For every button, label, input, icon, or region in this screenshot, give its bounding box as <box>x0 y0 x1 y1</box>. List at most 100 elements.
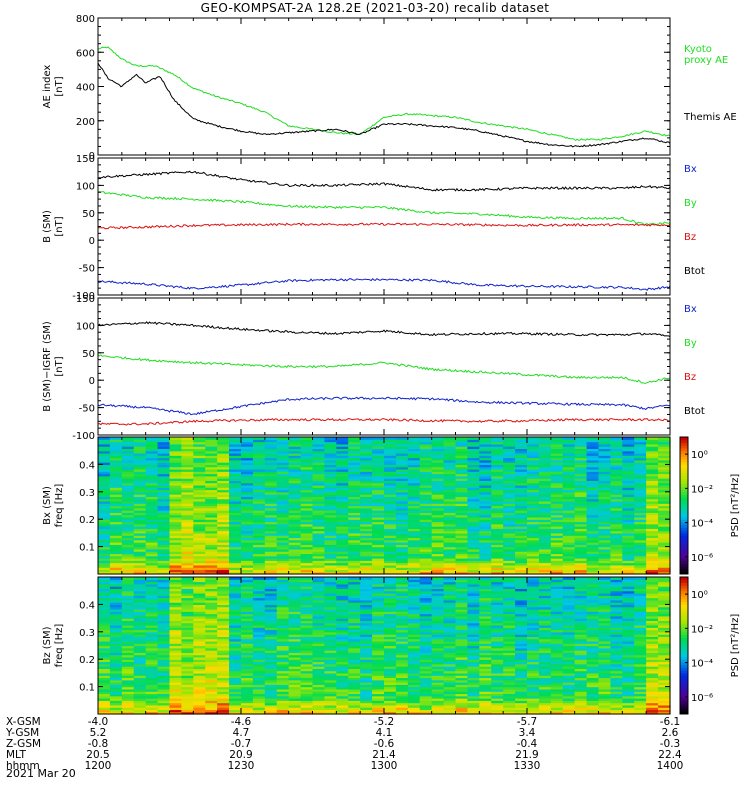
spectrogram-cell <box>360 491 373 495</box>
spectrogram-cell <box>360 539 373 543</box>
spectrogram-cell <box>169 553 183 557</box>
spectrogram-cell <box>157 462 171 465</box>
colorbar-segment <box>680 483 688 487</box>
spectrogram-cell <box>288 528 302 532</box>
spectrogram-cell <box>109 654 123 658</box>
spectrogram-cell <box>598 468 612 472</box>
spectrogram-cell <box>419 494 433 497</box>
spectrogram-cell <box>407 659 421 663</box>
spectrogram-cell <box>241 441 254 445</box>
spectrogram-cell <box>634 503 647 507</box>
spectrogram-cell <box>288 537 302 541</box>
spectrogram-cell <box>98 643 111 647</box>
spectrogram-cell <box>229 688 242 692</box>
spectrogram-cell <box>241 709 254 713</box>
spectrogram-cell <box>586 523 600 527</box>
spectrogram-cell <box>98 670 111 674</box>
spectrogram-cell <box>181 661 194 665</box>
spectrogram-cell <box>646 512 659 516</box>
spectrogram-cell <box>515 489 528 493</box>
spectrogram-cell <box>372 615 385 619</box>
spectrogram-cell <box>181 634 194 637</box>
spectrogram-cell <box>300 586 314 590</box>
spectrogram-cell <box>145 489 159 493</box>
spectrogram-cell <box>324 532 337 536</box>
spectrogram-cell <box>217 530 230 534</box>
spectrogram-cell <box>467 528 480 532</box>
spectrogram-cell <box>336 704 349 708</box>
spectrogram-cell <box>348 647 361 651</box>
spectrogram-cell <box>193 691 206 695</box>
spectrogram-cell <box>372 542 385 545</box>
spectrogram-cell <box>181 711 194 715</box>
colorbar-segment <box>680 489 688 493</box>
spectrogram-cell <box>121 668 135 672</box>
spectrogram-cell <box>443 564 457 568</box>
spectrogram-cell <box>598 489 612 493</box>
colorbar-segment <box>680 439 688 443</box>
spectrogram-cell <box>121 647 135 651</box>
spectrogram-cell <box>598 535 612 539</box>
spectrogram-cell <box>252 542 266 545</box>
spectrogram-cell <box>276 707 290 711</box>
spectrogram-cell <box>169 592 183 596</box>
spectrogram-cell <box>205 677 218 681</box>
spectrogram-cell <box>241 592 254 596</box>
spectrogram-cell <box>300 537 314 541</box>
spectrogram-cell <box>336 466 349 470</box>
spectrogram-cell <box>395 555 409 559</box>
spectrogram-cell <box>419 686 433 690</box>
spectrogram-cell <box>419 519 433 523</box>
spectrogram-cell <box>479 473 492 477</box>
spectrogram-cell <box>336 562 349 566</box>
spectrogram-cell <box>336 586 349 590</box>
spectrogram-cell <box>300 487 314 491</box>
spectrogram-cell <box>300 510 314 513</box>
spectrogram-cell <box>205 654 218 658</box>
spectrogram-cell <box>109 510 123 513</box>
spectrogram-cell <box>324 652 337 656</box>
spectrogram-cell <box>622 560 635 564</box>
spectrogram-cell <box>98 487 111 491</box>
spectrogram-cell <box>312 439 326 443</box>
spectrogram-cell <box>98 496 111 500</box>
spectrogram-cell <box>360 523 373 527</box>
spectrogram-cell <box>562 494 576 497</box>
spectrogram-cell <box>288 526 302 529</box>
spectrogram-cell <box>348 482 361 486</box>
spectrogram-cell <box>610 564 623 568</box>
spectrogram-cell <box>157 627 171 631</box>
spectrogram-cell <box>395 542 409 545</box>
spectrogram-cell <box>622 475 635 479</box>
spectrogram-cell <box>324 489 337 493</box>
spectrogram-cell <box>384 709 397 713</box>
spectrogram-cell <box>324 562 337 566</box>
spectrogram-cell <box>562 471 576 475</box>
spectrogram-cell <box>145 491 159 495</box>
spectrogram-cell <box>205 659 218 663</box>
colorbar-segment <box>680 546 688 550</box>
spectrogram-cell <box>264 441 278 445</box>
spectrogram-cell <box>467 459 480 463</box>
spectrogram-cell <box>252 693 266 697</box>
spectrogram-cell <box>324 577 337 580</box>
spectrogram-cell <box>312 679 326 683</box>
spectrogram-cell <box>646 551 659 555</box>
spectrogram-cell <box>562 548 576 552</box>
spectrogram-cell <box>157 604 171 608</box>
spectrogram-cell <box>145 700 159 704</box>
colorbar-segment <box>680 486 688 490</box>
spectrogram-cell <box>550 494 564 497</box>
spectrogram-cell <box>252 704 266 708</box>
spectrogram-cell <box>336 659 349 663</box>
spectrogram-cell <box>336 620 349 624</box>
spectrogram-cell <box>133 437 147 440</box>
spectrogram-cell <box>622 512 635 516</box>
spectrogram-cell <box>312 455 326 459</box>
spectrogram-cell <box>264 672 278 676</box>
spectrogram-cell <box>121 496 135 500</box>
spectrogram-cell <box>288 523 302 527</box>
spectrogram-cell <box>586 496 600 500</box>
spectrogram-cell <box>300 618 314 621</box>
spectrogram-cell <box>372 624 385 628</box>
